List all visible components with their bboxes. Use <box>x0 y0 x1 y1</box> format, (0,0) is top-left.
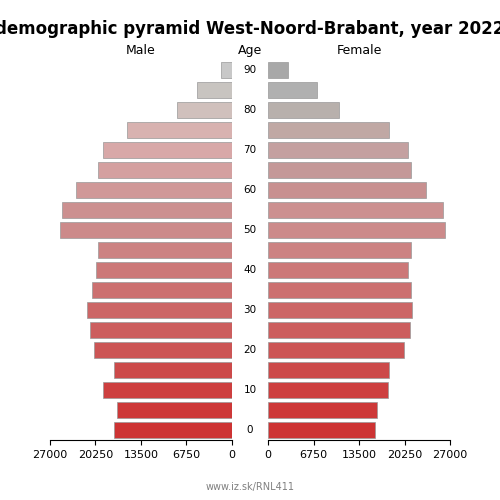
Bar <box>268 162 411 178</box>
Bar <box>221 62 232 78</box>
Bar <box>176 102 232 118</box>
Bar <box>268 282 411 298</box>
Bar <box>87 302 232 318</box>
Bar <box>268 262 407 278</box>
Bar <box>268 182 426 198</box>
Bar <box>268 222 444 238</box>
Bar <box>98 162 232 178</box>
Bar <box>268 302 412 318</box>
Bar <box>92 282 232 298</box>
Bar <box>114 422 232 438</box>
Text: 60: 60 <box>244 185 256 195</box>
Title: Female: Female <box>336 44 382 58</box>
Text: www.iz.sk/RNL411: www.iz.sk/RNL411 <box>206 482 294 492</box>
Bar <box>76 182 232 198</box>
Bar <box>268 102 339 118</box>
Bar <box>98 242 232 258</box>
Bar <box>268 382 388 398</box>
Bar <box>268 422 374 438</box>
Bar <box>197 82 232 98</box>
Text: 90: 90 <box>244 65 256 75</box>
Bar <box>60 222 232 238</box>
Text: 20: 20 <box>244 345 256 355</box>
Text: 50: 50 <box>244 225 256 235</box>
Bar <box>268 122 390 138</box>
Text: 80: 80 <box>244 105 256 115</box>
Bar <box>96 262 232 278</box>
Bar <box>102 142 232 158</box>
Bar <box>114 362 232 378</box>
Bar <box>268 402 378 418</box>
Title: Male: Male <box>126 44 156 58</box>
Bar <box>268 342 404 358</box>
Text: 40: 40 <box>244 265 256 275</box>
Bar <box>268 322 410 338</box>
Text: demographic pyramid West-Noord-Brabant, year 2022: demographic pyramid West-Noord-Brabant, … <box>0 20 500 38</box>
Bar <box>62 202 232 218</box>
Text: 10: 10 <box>244 385 256 395</box>
Bar <box>102 382 232 398</box>
Bar <box>118 402 232 418</box>
Bar <box>268 142 408 158</box>
Text: 70: 70 <box>244 145 256 155</box>
Bar <box>268 202 442 218</box>
Bar <box>268 242 411 258</box>
Bar <box>94 342 232 358</box>
Bar <box>128 122 232 138</box>
Bar <box>268 62 288 78</box>
Bar <box>268 82 316 98</box>
Text: 0: 0 <box>247 425 254 435</box>
Bar <box>90 322 232 338</box>
Text: 30: 30 <box>244 305 256 315</box>
Bar <box>268 362 390 378</box>
Title: Age: Age <box>238 44 262 58</box>
